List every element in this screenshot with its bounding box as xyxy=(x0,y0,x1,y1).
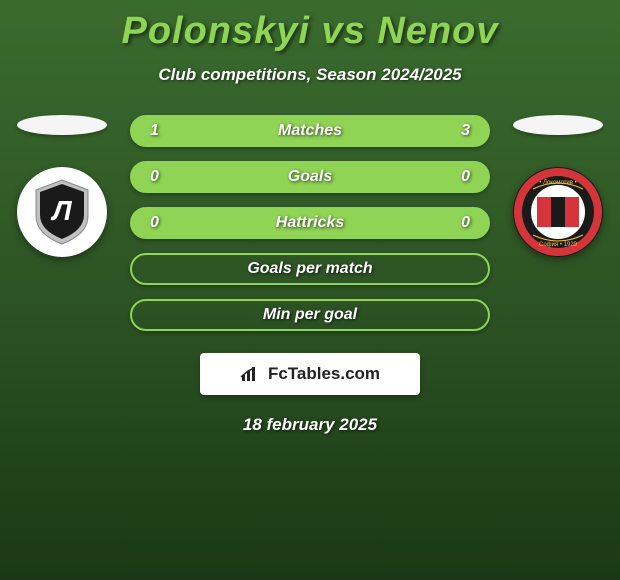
stat-label: Min per goal xyxy=(263,306,357,324)
date-text: 18 february 2025 xyxy=(243,415,377,435)
stat-left-value: 0 xyxy=(150,168,190,186)
infographic-container: Polonskyi vs Nenov Club competitions, Se… xyxy=(0,0,620,580)
stat-label: Goals per match xyxy=(247,260,372,278)
left-team-logo: Л xyxy=(17,167,107,257)
right-ellipse xyxy=(513,115,603,135)
svg-text:• Локомотив •: • Локомотив • xyxy=(539,180,576,186)
svg-text:София • 1929: София • 1929 xyxy=(539,242,578,248)
stat-left-value: 1 xyxy=(150,122,190,140)
right-logo-svg: • Локомотив • София • 1929 xyxy=(513,167,603,257)
brand-box: FcTables.com xyxy=(200,353,420,395)
title: Polonskyi vs Nenov xyxy=(121,10,498,53)
svg-text:Л: Л xyxy=(50,195,72,226)
right-team-logo: • Локомотив • София • 1929 xyxy=(513,167,603,257)
stat-left-value: 0 xyxy=(150,214,190,232)
stat-row-mpg: Min per goal xyxy=(130,299,490,331)
stat-label: Matches xyxy=(278,122,342,140)
left-column: Л xyxy=(12,115,112,257)
stat-right-value: 0 xyxy=(430,168,470,186)
brand-label: FcTables.com xyxy=(268,364,380,384)
brand-text: FcTables.com xyxy=(240,364,380,384)
stats-column: 1 Matches 3 0 Goals 0 0 Hattricks 0 Goal… xyxy=(112,115,508,331)
subtitle: Club competitions, Season 2024/2025 xyxy=(158,65,461,85)
stat-row-matches: 1 Matches 3 xyxy=(130,115,490,147)
left-ellipse xyxy=(17,115,107,135)
chart-icon xyxy=(240,365,262,383)
right-column: • Локомотив • София • 1929 xyxy=(508,115,608,257)
stat-right-value: 0 xyxy=(430,214,470,232)
stat-label: Goals xyxy=(288,168,332,186)
left-logo-svg: Л xyxy=(22,172,102,252)
stat-row-goals: 0 Goals 0 xyxy=(130,161,490,193)
main-row: Л 1 Matches 3 0 Goals 0 0 Hattricks 0 xyxy=(0,115,620,331)
stat-row-hattricks: 0 Hattricks 0 xyxy=(130,207,490,239)
stat-label: Hattricks xyxy=(276,214,344,232)
stat-right-value: 3 xyxy=(430,122,470,140)
stat-row-gpm: Goals per match xyxy=(130,253,490,285)
